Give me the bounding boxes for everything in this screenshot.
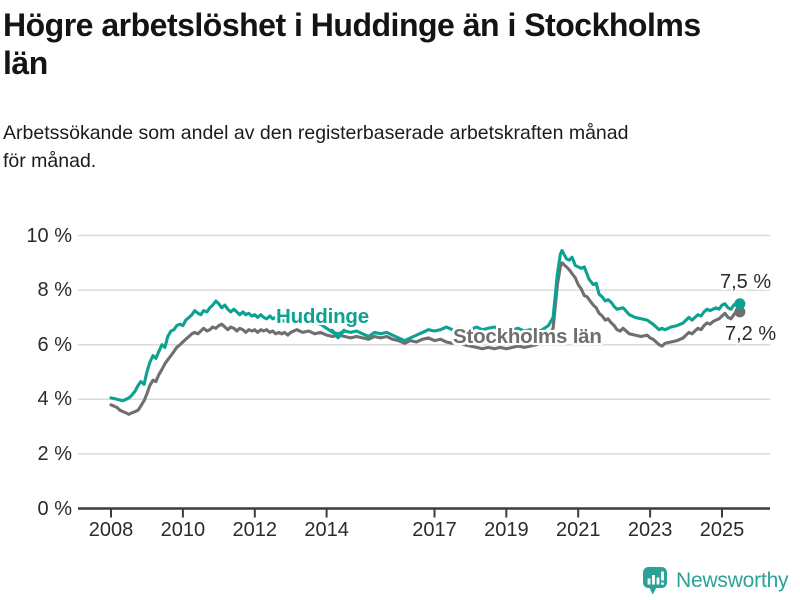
end-value-huddinge: 7,5 % [720, 271, 772, 293]
x-tick-label: 2019 [484, 519, 529, 541]
x-tick-label: 2014 [304, 519, 349, 541]
end-dot-huddinge [734, 298, 746, 310]
newsworthy-logo[interactable]: Newsworthy [642, 566, 789, 596]
series-line-stockholms-l-n [109, 261, 742, 416]
x-tick-label: 2008 [88, 519, 134, 541]
x-tick-label: 2010 [160, 519, 206, 541]
series-line-huddinge [109, 248, 742, 403]
x-tick-label: 2023 [627, 519, 673, 541]
x-tick-label: 2017 [412, 519, 457, 541]
y-tick-label: 8 % [37, 279, 72, 302]
chart-subtitle: Arbetssökande som andel av den registerb… [3, 119, 748, 175]
series-label-huddinge: Huddinge [276, 305, 369, 328]
title-line-1: Högre arbetslöshet i Huddinge än i Stock… [3, 7, 701, 43]
x-tick-label: 2025 [699, 519, 745, 541]
chevron-down-icon [329, 328, 347, 347]
series-label-stockholm: Stockholms län [453, 325, 602, 348]
title-line-2: län [3, 45, 48, 81]
newsworthy-wordmark: Newsworthy [676, 569, 789, 592]
x-tick-label: 2012 [232, 519, 278, 541]
newsworthy-bubble-chart-icon [642, 566, 668, 596]
end-dot-stockholms-l-n [734, 306, 746, 318]
subtitle-line-2: för månad. [3, 150, 97, 172]
page-title: Högre arbetslöshet i Huddinge än i Stock… [3, 6, 783, 82]
subtitle-line-1: Arbetssökande som andel av den registerb… [3, 122, 629, 144]
y-tick-label: 2 % [37, 442, 72, 465]
y-tick-label: 4 % [37, 388, 72, 411]
y-tick-label: 6 % [37, 333, 72, 356]
x-tick-label: 2021 [555, 519, 601, 541]
end-value-stockholm: 7,2 % [725, 323, 777, 345]
y-tick-label: 0 % [37, 497, 72, 520]
y-tick-label: 10 % [26, 224, 72, 247]
